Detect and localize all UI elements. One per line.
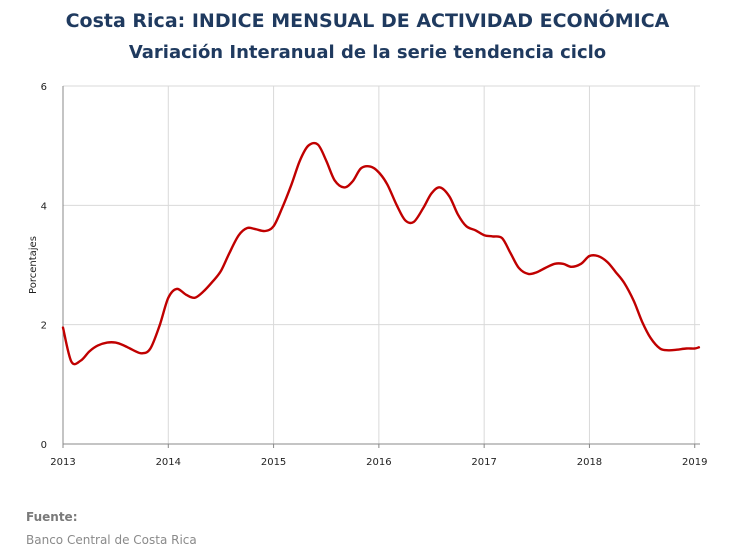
- series-line: [61, 141, 701, 366]
- y-tick-label: 6: [41, 82, 47, 93]
- line-chart: 0 2 4 6 2013 2014 2015 2016 2017 2018 2019 Porcen…: [28, 82, 707, 468]
- source-label: Fuente:: [26, 510, 78, 524]
- x-tick-label: 2017: [471, 457, 496, 468]
- grid-lines: [63, 85, 700, 444]
- x-tick-label: 2016: [366, 457, 391, 468]
- y-tick-label: 2: [41, 321, 47, 332]
- x-tick-label: 2014: [156, 457, 181, 468]
- y-axis-label: Porcentajes: [28, 236, 39, 294]
- source-text: Banco Central de Costa Rica: [26, 533, 197, 547]
- x-tick-label: 2019: [682, 457, 707, 468]
- y-tick-label: 0: [41, 440, 47, 451]
- x-tick-labels: 2013 2014 2015 2016 2017 2018 2019: [50, 457, 707, 468]
- x-tick-label: 2013: [50, 457, 75, 468]
- y-tick-label: 4: [41, 201, 47, 212]
- y-tick-labels: 0 2 4 6: [41, 82, 47, 451]
- chart-subtitle: Variación Interanual de la serie tendenc…: [128, 42, 607, 63]
- x-tick-label: 2015: [261, 457, 286, 468]
- chart-title: Costa Rica: INDICE MENSUAL DE ACTIVIDAD …: [65, 10, 670, 32]
- x-tick-label: 2018: [577, 457, 602, 468]
- axes: [62, 86, 700, 448]
